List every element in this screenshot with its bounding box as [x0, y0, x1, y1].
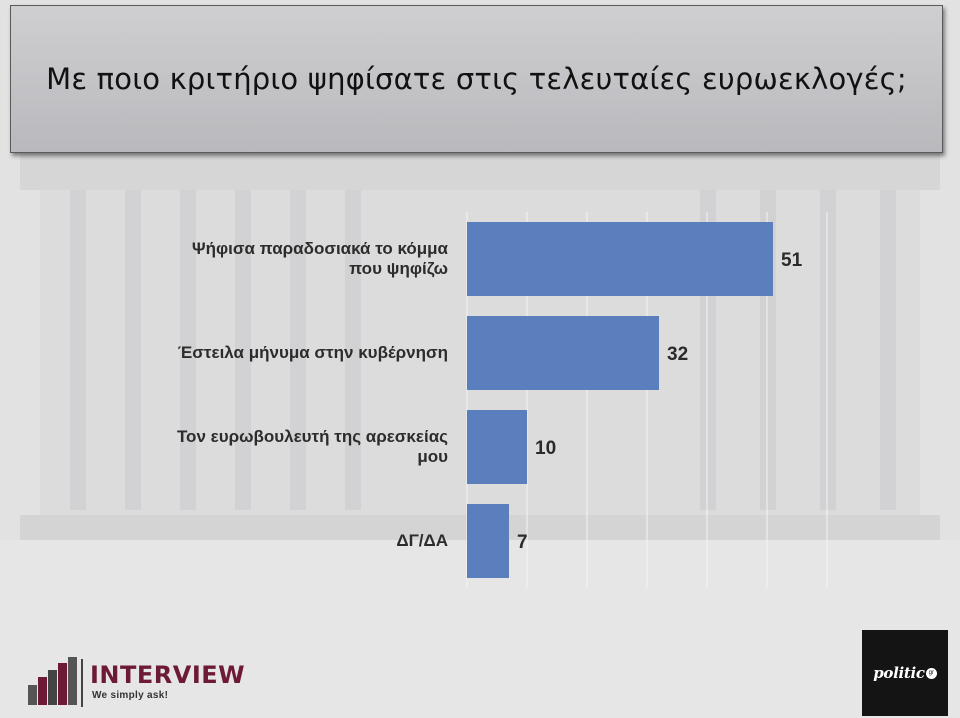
category-label-line: που ψηφίζω [349, 259, 448, 278]
value-labels: 51 32 10 7 [517, 250, 803, 553]
bar-value-label: 32 [667, 344, 688, 365]
bar [467, 504, 509, 578]
chart-title: Με ποιο κριτήριο ψηφίσατε στις τελευταίε… [46, 62, 907, 96]
category-label-line: Έστειλα μήνυμα στην κυβέρνηση [177, 343, 448, 362]
category-label-line: Τον ευρωβουλευτή της αρεσκείας [176, 427, 448, 446]
politic-logo: politic gr [862, 630, 948, 716]
category-label: Ψήφισα παραδοσιακά το κόμμα που ψηφίζω [118, 239, 448, 279]
bar-value-label: 10 [535, 438, 556, 459]
interview-wordmark: INTERVIEW [90, 661, 246, 689]
bars [467, 222, 773, 578]
interview-logo: INTERVIEW We simply ask! [24, 655, 264, 715]
bar-value-label: 7 [517, 532, 528, 553]
politic-wordmark: politic [873, 664, 925, 682]
category-label: Τον ευρωβουλευτή της αρεσκείας μου [118, 427, 448, 467]
title-banner: Με ποιο κριτήριο ψηφίσατε στις τελευταίε… [10, 5, 943, 153]
interview-tagline: We simply ask! [92, 690, 169, 701]
bar [467, 410, 527, 484]
category-label: Έστειλα μήνυμα στην κυβέρνηση [118, 343, 448, 363]
category-label-line: Ψήφισα παραδοσιακά το κόμμα [191, 239, 448, 258]
bar [467, 222, 773, 296]
politic-badge: gr [925, 667, 937, 679]
category-label: ΔΓ/ΔΑ [118, 531, 448, 551]
interview-bars-icon [28, 657, 77, 705]
category-label-line: μου [417, 447, 448, 466]
bar [467, 316, 659, 390]
bar-value-label: 51 [781, 250, 803, 271]
category-label-line: ΔΓ/ΔΑ [396, 531, 448, 550]
logo-divider [81, 659, 83, 707]
